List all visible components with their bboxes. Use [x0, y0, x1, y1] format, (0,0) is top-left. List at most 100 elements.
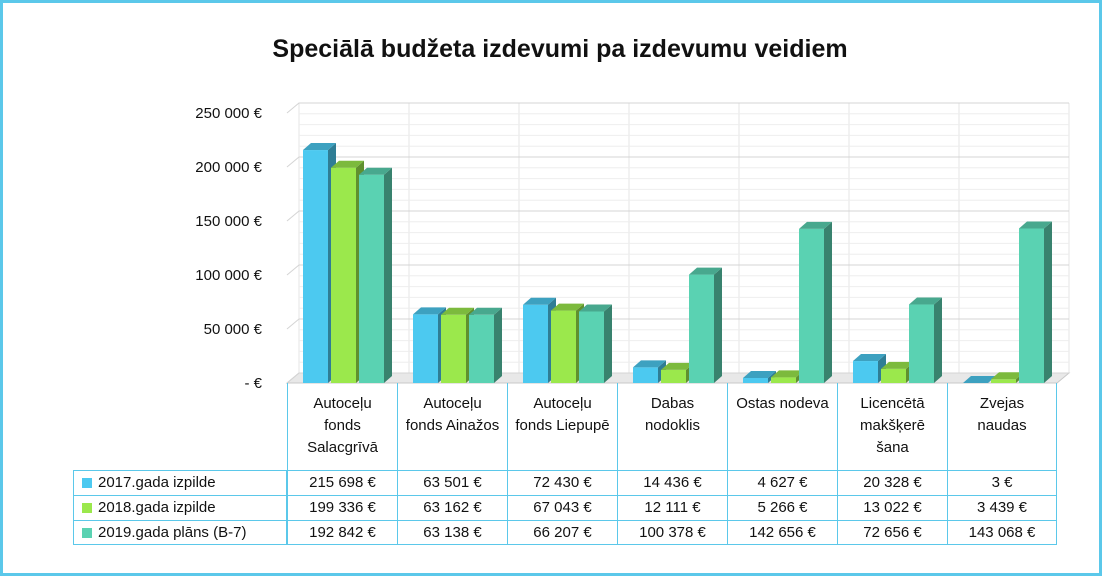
- bar-front: [1019, 228, 1044, 383]
- bar-front: [413, 314, 438, 383]
- bar-front: [689, 274, 714, 383]
- table-value: 199 336 €: [287, 495, 397, 520]
- bar: [469, 307, 502, 383]
- bar-top: [771, 370, 804, 378]
- y-tick-label: 100 000 €: [195, 267, 262, 284]
- bar-front: [909, 304, 934, 383]
- table-value: 72 430 €: [507, 470, 617, 495]
- table-value: 20 328 €: [837, 470, 947, 495]
- bar-top: [551, 303, 584, 311]
- bar-top: [633, 360, 666, 368]
- bar-front: [661, 369, 686, 383]
- bar-side: [384, 167, 392, 383]
- bar-top: [413, 307, 446, 315]
- bar-top: [331, 160, 364, 168]
- table-value: 12 111 €: [617, 495, 727, 520]
- category-label: Autoceļu fonds Ainažos: [397, 383, 507, 470]
- legend-label: 2019.gada plāns (B-7): [98, 523, 247, 541]
- bar-top: [881, 361, 914, 369]
- bar-side: [494, 307, 502, 383]
- table-value: 5 266 €: [727, 495, 837, 520]
- bar-front: [469, 314, 494, 383]
- category-label: Autoceļu fonds Salacgrīvā: [287, 383, 397, 470]
- bar: [689, 267, 722, 383]
- bar-side: [1044, 221, 1052, 383]
- bar-front: [853, 361, 878, 383]
- grid-line-part: [286, 210, 1069, 222]
- y-tick-label: 200 000 €: [195, 159, 262, 176]
- category-label: Zvejas naudas: [947, 383, 1057, 470]
- legend-label: 2018.gada izpilde: [98, 499, 216, 516]
- bar: [799, 221, 832, 383]
- table-value: 66 207 €: [507, 520, 617, 545]
- table-value: 63 138 €: [397, 520, 507, 545]
- table-value: 192 842 €: [287, 520, 397, 545]
- bar-top: [909, 297, 942, 305]
- bar-front: [331, 167, 356, 383]
- table-value: 63 162 €: [397, 495, 507, 520]
- bar-front: [303, 150, 328, 383]
- legend-entry: 2017.gada izpilde: [73, 470, 287, 495]
- legend-label: 2017.gada izpilde: [98, 474, 216, 491]
- bar-front: [633, 367, 658, 383]
- bar-front: [881, 368, 906, 383]
- chart-title: Speciālā budžeta izdevumi pa izdevumu ve…: [272, 35, 847, 63]
- bar-top: [441, 307, 474, 315]
- y-tick-label: 50 000 €: [204, 321, 263, 338]
- table-value: 4 627 €: [727, 470, 837, 495]
- bar-top: [523, 297, 556, 305]
- bar-front: [743, 378, 768, 383]
- grid-line-part: [286, 156, 1069, 168]
- table-value: 3 €: [947, 470, 1057, 495]
- bar-top: [469, 307, 502, 315]
- grid-line: [286, 210, 1069, 222]
- table-value: 67 043 €: [507, 495, 617, 520]
- bar-top: [359, 167, 392, 175]
- grid-line: [286, 264, 1069, 276]
- bar-front: [359, 174, 384, 383]
- bar-top: [303, 143, 336, 151]
- grid-line: [286, 102, 1069, 114]
- y-tick-label: 250 000 €: [195, 105, 262, 122]
- bar: [359, 167, 392, 383]
- bar-top: [661, 362, 694, 370]
- bar-side: [934, 297, 942, 383]
- table-value: 13 022 €: [837, 495, 947, 520]
- legend-swatch: [82, 527, 92, 538]
- category-label: Licencētā makšķerē šana: [837, 383, 947, 470]
- bar: [579, 304, 612, 383]
- bar-top: [853, 354, 886, 362]
- table-value: 72 656 €: [837, 520, 947, 545]
- bar-side: [604, 304, 612, 383]
- grid-line-part: [286, 318, 1069, 330]
- bar-top: [689, 267, 722, 275]
- table-value: 3 439 €: [947, 495, 1057, 520]
- bar-side: [824, 221, 832, 383]
- bar-top: [743, 371, 776, 379]
- bar-front: [523, 304, 548, 383]
- bar: [1019, 221, 1052, 383]
- legend-entry: 2019.gada plāns (B-7): [73, 520, 287, 545]
- grid-line-part: [286, 102, 1069, 114]
- bar-front: [441, 314, 466, 383]
- table-value: 143 068 €: [947, 520, 1057, 545]
- grid-line-part: [286, 264, 1069, 276]
- grid-line: [286, 318, 1069, 330]
- table-value: 215 698 €: [287, 470, 397, 495]
- y-tick-label: - €: [244, 375, 262, 392]
- table-value: 63 501 €: [397, 470, 507, 495]
- bar-top: [799, 221, 832, 229]
- bar-front: [579, 311, 604, 383]
- table-value: 100 378 €: [617, 520, 727, 545]
- grid-line: [286, 156, 1069, 168]
- bar-top: [579, 304, 612, 312]
- table-value: 14 436 €: [617, 470, 727, 495]
- bar-top: [1019, 221, 1052, 229]
- legend-swatch: [82, 503, 92, 513]
- legend-entry: 2018.gada izpilde: [73, 495, 287, 520]
- bar-side: [714, 267, 722, 383]
- bar-top: [963, 375, 996, 383]
- category-label: Autoceļu fonds Liepupē: [507, 383, 617, 470]
